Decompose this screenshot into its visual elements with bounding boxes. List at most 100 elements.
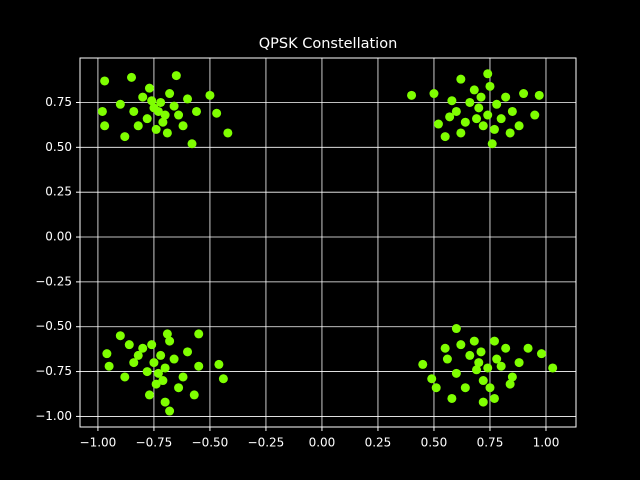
point bbox=[218, 374, 228, 384]
point bbox=[144, 83, 154, 93]
point bbox=[507, 106, 517, 116]
point bbox=[214, 359, 224, 369]
point bbox=[489, 393, 499, 403]
point bbox=[460, 383, 470, 393]
point bbox=[129, 106, 139, 116]
point bbox=[465, 97, 475, 107]
x-tick-label: −0.75 bbox=[136, 436, 173, 450]
y-tick-label: 0.75 bbox=[45, 95, 72, 109]
point bbox=[115, 99, 125, 109]
point bbox=[456, 74, 466, 84]
point bbox=[129, 358, 139, 368]
point bbox=[474, 103, 484, 113]
point bbox=[144, 390, 154, 400]
point bbox=[489, 124, 499, 134]
point bbox=[142, 114, 152, 124]
point bbox=[474, 358, 484, 368]
chart-title: QPSK Constellation bbox=[259, 36, 398, 52]
point bbox=[534, 90, 544, 100]
point bbox=[142, 367, 152, 377]
point bbox=[191, 106, 201, 116]
point bbox=[183, 94, 193, 104]
point bbox=[171, 71, 181, 81]
point bbox=[485, 81, 495, 91]
point bbox=[442, 354, 452, 364]
point bbox=[487, 139, 497, 149]
point bbox=[205, 90, 215, 100]
point bbox=[514, 121, 524, 131]
point bbox=[162, 128, 172, 138]
point bbox=[194, 329, 204, 339]
point bbox=[115, 331, 125, 341]
point bbox=[536, 349, 546, 359]
point bbox=[174, 383, 184, 393]
point bbox=[418, 359, 428, 369]
x-tick-label: −0.25 bbox=[248, 436, 285, 450]
point bbox=[133, 350, 143, 360]
point bbox=[169, 101, 179, 111]
point bbox=[440, 343, 450, 353]
point bbox=[447, 96, 457, 106]
point bbox=[178, 372, 188, 382]
point bbox=[429, 89, 439, 99]
point bbox=[483, 69, 493, 79]
y-tick-label: −0.50 bbox=[35, 319, 72, 333]
point bbox=[514, 358, 524, 368]
point bbox=[187, 139, 197, 149]
point bbox=[153, 106, 163, 116]
point bbox=[445, 112, 455, 122]
point bbox=[489, 336, 499, 346]
point bbox=[469, 336, 479, 346]
x-tick-label: −1.00 bbox=[80, 436, 117, 450]
point bbox=[100, 121, 110, 131]
point bbox=[492, 354, 502, 364]
y-tick-label: 0.00 bbox=[45, 230, 72, 244]
point bbox=[460, 117, 470, 127]
point bbox=[160, 397, 170, 407]
point bbox=[485, 383, 495, 393]
point bbox=[478, 121, 488, 131]
point bbox=[476, 347, 486, 357]
point bbox=[138, 92, 148, 102]
point bbox=[147, 96, 157, 106]
point bbox=[472, 365, 482, 375]
point bbox=[478, 376, 488, 386]
x-tick-label: 0.50 bbox=[421, 436, 448, 450]
point bbox=[156, 97, 166, 107]
point bbox=[104, 361, 114, 371]
point bbox=[440, 132, 450, 142]
y-tick-label: −0.75 bbox=[35, 364, 72, 378]
point bbox=[174, 110, 184, 120]
point bbox=[223, 128, 233, 138]
point bbox=[530, 110, 540, 120]
point bbox=[165, 89, 175, 99]
point bbox=[133, 121, 143, 131]
point bbox=[160, 363, 170, 373]
point bbox=[478, 397, 488, 407]
point bbox=[100, 76, 110, 86]
point bbox=[147, 340, 157, 350]
point bbox=[127, 72, 137, 82]
point bbox=[451, 368, 461, 378]
point bbox=[505, 128, 515, 138]
point bbox=[160, 110, 170, 120]
point bbox=[169, 354, 179, 364]
point bbox=[149, 358, 159, 368]
point bbox=[483, 363, 493, 373]
point bbox=[501, 343, 511, 353]
y-tick-label: 0.25 bbox=[45, 185, 72, 199]
point bbox=[120, 372, 130, 382]
point bbox=[483, 110, 493, 120]
point bbox=[189, 390, 199, 400]
point bbox=[124, 340, 134, 350]
point bbox=[492, 99, 502, 109]
point bbox=[151, 124, 161, 134]
point bbox=[548, 363, 558, 373]
point bbox=[431, 383, 441, 393]
point bbox=[162, 329, 172, 339]
point bbox=[456, 128, 466, 138]
point bbox=[178, 121, 188, 131]
point bbox=[165, 336, 175, 346]
point bbox=[407, 90, 417, 100]
